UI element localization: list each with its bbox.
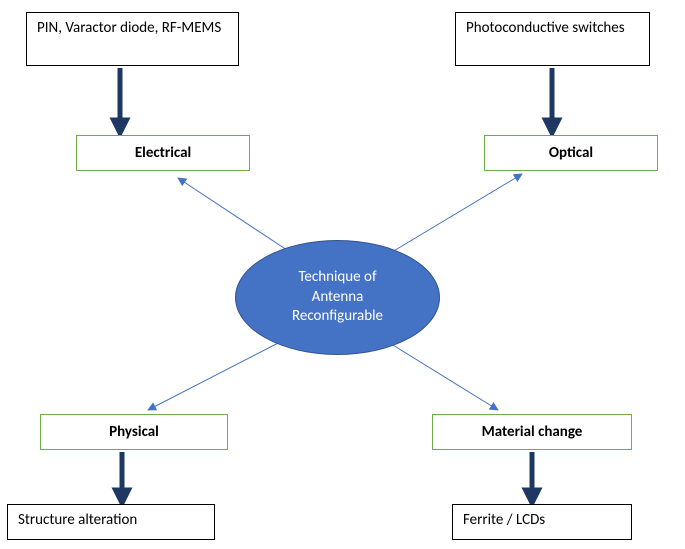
box-pin-varactor: PIN, Varactor diode, RF-MEMS bbox=[26, 12, 239, 66]
box-pin-varactor-text: PIN, Varactor diode, RF-MEMS bbox=[37, 19, 221, 37]
category-physical: Physical bbox=[40, 414, 228, 450]
center-line1: Technique of bbox=[298, 268, 376, 286]
box-photoconductive: Photoconductive switches bbox=[455, 12, 650, 66]
category-material-change-text: Material change bbox=[482, 423, 583, 441]
category-physical-text: Physical bbox=[109, 423, 159, 441]
category-electrical: Electrical bbox=[76, 135, 250, 171]
category-optical-text: Optical bbox=[549, 144, 593, 162]
box-ferrite-lcds: Ferrite / LCDs bbox=[452, 504, 632, 540]
center-oval-label: Technique of Antenna Reconfigurable bbox=[292, 268, 383, 327]
thin-arrow bbox=[388, 342, 498, 410]
thin-arrow bbox=[178, 178, 290, 252]
diagram-canvas: PIN, Varactor diode, RF-MEMS Photoconduc… bbox=[0, 0, 685, 549]
thin-arrow bbox=[392, 174, 522, 252]
box-structure-alteration-text: Structure alteration bbox=[18, 511, 137, 529]
center-line3: Reconfigurable bbox=[292, 307, 383, 325]
box-photoconductive-text: Photoconductive switches bbox=[466, 19, 625, 37]
thin-arrow bbox=[148, 340, 284, 410]
box-structure-alteration: Structure alteration bbox=[7, 504, 215, 540]
category-electrical-text: Electrical bbox=[135, 144, 191, 162]
category-material-change: Material change bbox=[432, 414, 632, 450]
box-ferrite-lcds-text: Ferrite / LCDs bbox=[463, 511, 545, 529]
category-optical: Optical bbox=[484, 135, 658, 171]
center-oval: Technique of Antenna Reconfigurable bbox=[235, 240, 440, 355]
center-line2: Antenna bbox=[312, 288, 364, 306]
